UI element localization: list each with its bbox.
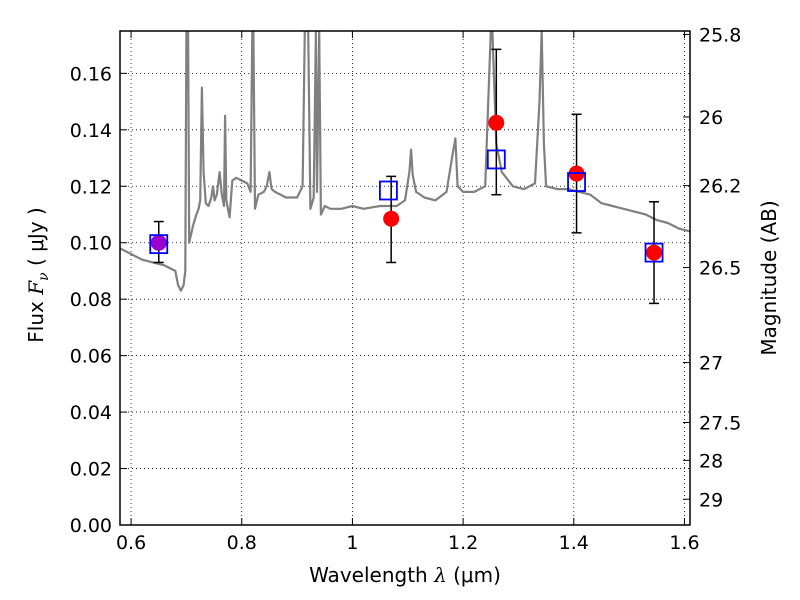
model-photometry-square — [486, 149, 506, 170]
x-tick-label: 1 — [346, 532, 358, 554]
y-tick-label: 0.10 — [70, 233, 112, 255]
x-axis-label-symbol: λ — [433, 563, 447, 587]
observed-point — [488, 114, 505, 131]
y2-tick-label: 28 — [699, 450, 723, 472]
y-tick-label: 0.04 — [70, 402, 112, 424]
x-tick-label: 0.8 — [227, 532, 257, 554]
model-photometry-square — [378, 180, 398, 201]
y2-tick-label: 25.8 — [699, 24, 741, 46]
plot-series — [120, 31, 690, 292]
y-tick-label: 0.12 — [70, 176, 112, 198]
y-axis-label-unit: ( μJy ) — [24, 207, 48, 272]
grid — [120, 31, 690, 526]
y-axis-label-subscript: ν — [36, 272, 52, 281]
y2-tick-label: 26 — [699, 107, 723, 129]
axes: 0.6 0.8 1 1.2 1.4 1.6 0.00 0.02 0.04 0.06 0.08 0.10… — [70, 24, 742, 554]
model-photometry-square — [644, 242, 664, 263]
observed-point — [646, 244, 663, 261]
plot-frame — [119, 30, 691, 526]
y-axis-label: Flux Fν ( μJy ) — [24, 207, 52, 342]
y2-tick-label: 26.2 — [699, 176, 741, 198]
observed-point — [383, 210, 400, 227]
x-axis-label: Wavelength λ (μm) — [309, 563, 501, 587]
y-axis-label-prefix: Flux — [24, 295, 48, 343]
y2-tick-label: 29 — [699, 489, 723, 511]
y-tick-label: 0.14 — [70, 120, 112, 142]
x-tick-label: 0.6 — [116, 532, 146, 554]
y-tick-label: 0.00 — [70, 515, 112, 537]
x-axis-label-prefix: Wavelength — [309, 563, 434, 587]
y2-tick-label: 27.5 — [699, 413, 741, 435]
y2-tick-label: 26.5 — [699, 258, 741, 280]
y-tick-label: 0.16 — [70, 63, 112, 85]
x-tick-label: 1.2 — [448, 532, 478, 554]
x-axis-label-unit: (μm) — [447, 563, 501, 587]
model-photometry-square — [149, 234, 169, 255]
x-tick-label: 1.6 — [669, 532, 699, 554]
y-tick-label: 0.02 — [70, 459, 112, 481]
plot-markers — [149, 48, 664, 305]
y-tick-label: 0.06 — [70, 346, 112, 368]
y-tick-label: 0.08 — [70, 289, 112, 311]
y2-axis-label: Magnitude (AB) — [757, 200, 781, 355]
model-spectrum-line — [120, 31, 690, 292]
y-axis-label-symbol: F — [24, 280, 48, 296]
model-photometry-square — [567, 172, 586, 192]
observed-point — [150, 234, 167, 251]
x-tick-label: 1.4 — [559, 532, 589, 554]
y2-tick-label: 27 — [699, 353, 723, 375]
